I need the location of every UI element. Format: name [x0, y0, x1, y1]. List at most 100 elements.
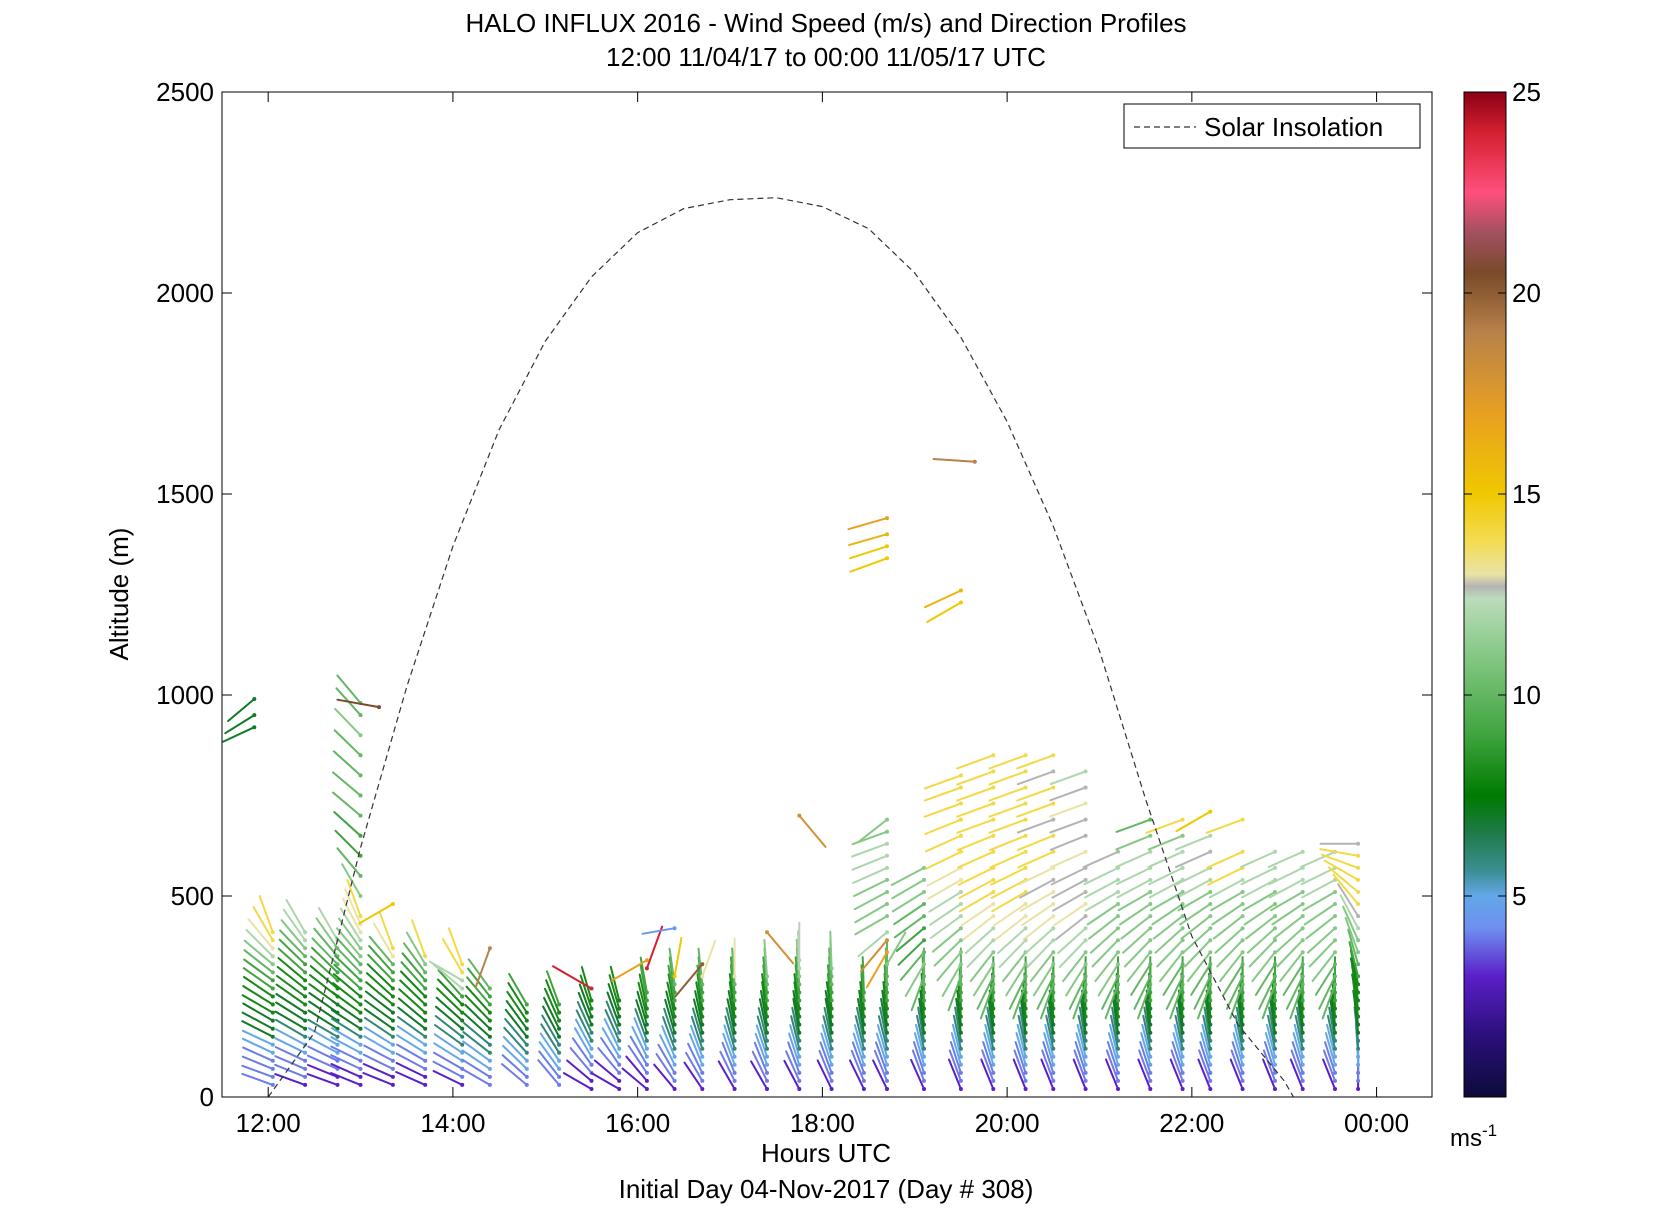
wind-vector-point	[270, 1010, 275, 1015]
wind-vector-point	[765, 982, 769, 987]
wind-vector-point	[1333, 1054, 1337, 1059]
wind-vector-point	[270, 1002, 275, 1007]
wind-vector	[991, 891, 1027, 913]
wind-vector-point	[885, 556, 889, 561]
wind-vector-point	[1333, 974, 1337, 979]
wind-vector	[1036, 975, 1055, 1010]
wind-vector	[667, 973, 676, 1010]
wind-vector-point	[829, 1022, 834, 1027]
wind-vector-point	[589, 1030, 594, 1035]
wind-vector	[1294, 1014, 1304, 1050]
wind-vector-point	[1300, 998, 1305, 1003]
wind-vector	[683, 1061, 704, 1090]
wind-vector	[956, 754, 995, 770]
wind-vector	[1289, 983, 1304, 1020]
wind-vector	[1116, 878, 1152, 899]
wind-vector	[917, 1006, 925, 1042]
wind-vector	[1143, 1006, 1152, 1042]
wind-vector	[1186, 951, 1212, 983]
wind-vector	[724, 1015, 736, 1050]
wind-vector	[823, 1006, 833, 1042]
wind-vector	[336, 847, 362, 877]
wind-vector	[1005, 963, 1027, 997]
wind-vector-point	[958, 950, 963, 955]
wind-vector	[1170, 1049, 1184, 1082]
wind-vector	[331, 1000, 362, 1022]
wind-vector-point	[922, 974, 926, 979]
wind-vector-point	[270, 970, 275, 975]
wind-vector-point	[672, 1087, 677, 1091]
wind-vector-point	[958, 877, 963, 882]
wind-vector	[969, 951, 995, 983]
wind-vector-point	[644, 1062, 649, 1067]
wind-vector-point	[958, 1006, 963, 1011]
wind-vector	[241, 1037, 274, 1054]
wind-vector-point	[390, 1002, 395, 1007]
wind-vector	[396, 1034, 427, 1054]
wind-vector	[1205, 989, 1212, 1026]
wind-vector-point	[732, 1054, 737, 1059]
wind-vector	[605, 1000, 621, 1034]
wind-vector	[242, 967, 274, 990]
wind-vector	[1091, 939, 1119, 968]
wind-vector-point	[390, 994, 395, 999]
wind-vector-point	[885, 1054, 889, 1059]
wind-vector	[956, 818, 995, 834]
colorbar: 5 10 15 20 25 ms-1	[1450, 77, 1541, 1152]
wind-vector-point	[423, 1002, 428, 1007]
wind-vector-point	[1300, 982, 1305, 987]
wind-vector-point	[460, 962, 465, 967]
wind-vector	[688, 1033, 704, 1066]
colorbar-tick-label: 15	[1512, 479, 1541, 509]
wind-vector-point	[1300, 1006, 1305, 1011]
wind-vector	[857, 931, 888, 958]
wind-vector-point	[885, 1046, 889, 1051]
wind-vector	[988, 770, 1027, 786]
wind-vector-point	[797, 1078, 802, 1083]
wind-vector-point	[1333, 1087, 1337, 1091]
wind-vector	[330, 1063, 362, 1078]
wind-vector-point	[487, 994, 492, 999]
wind-vector	[1348, 941, 1360, 978]
wind-vector	[895, 927, 925, 952]
wind-vector	[1329, 997, 1336, 1034]
wind-vector-point	[1023, 1006, 1028, 1011]
wind-vector	[1162, 963, 1184, 996]
wind-vector-point	[270, 930, 275, 935]
wind-vector	[661, 1025, 676, 1058]
wind-vector-point	[732, 1087, 737, 1091]
wind-vector-point	[1273, 1070, 1277, 1075]
wind-vector	[307, 1045, 339, 1062]
wind-vector-point	[1333, 950, 1337, 955]
wind-vector-point	[700, 1022, 705, 1027]
wind-vector	[1238, 989, 1244, 1026]
wind-vector	[1137, 983, 1152, 1020]
wind-vector	[1115, 834, 1152, 851]
wind-vector	[432, 1060, 464, 1078]
wind-vector-point	[1300, 926, 1305, 931]
wind-vector-point	[390, 1034, 395, 1039]
wind-vector-point	[1148, 962, 1153, 967]
wind-vector	[1279, 951, 1304, 983]
wind-vector	[875, 1032, 888, 1066]
wind-vector-point	[303, 986, 308, 991]
wind-vector-point	[732, 1030, 737, 1035]
wind-vector-point	[991, 1046, 996, 1051]
wind-vector	[923, 802, 962, 818]
wind-vector	[1264, 1041, 1276, 1074]
wind-vector	[904, 963, 925, 997]
wind-vector	[919, 989, 925, 1026]
wind-vector	[1021, 903, 1055, 927]
wind-vector-point	[1300, 849, 1305, 854]
wind-vector-point	[303, 1082, 308, 1087]
wind-vector-point	[765, 1087, 769, 1091]
wind-vector-point	[303, 930, 308, 935]
wind-vector	[1016, 818, 1055, 834]
wind-vector-point	[991, 849, 996, 854]
wind-vector-point	[885, 938, 889, 943]
wind-vector-point	[270, 1034, 275, 1039]
wind-vector	[785, 1050, 801, 1082]
wind-vector-point	[1023, 753, 1028, 758]
wind-vector	[274, 1037, 307, 1054]
wind-vector-point	[1083, 974, 1088, 979]
